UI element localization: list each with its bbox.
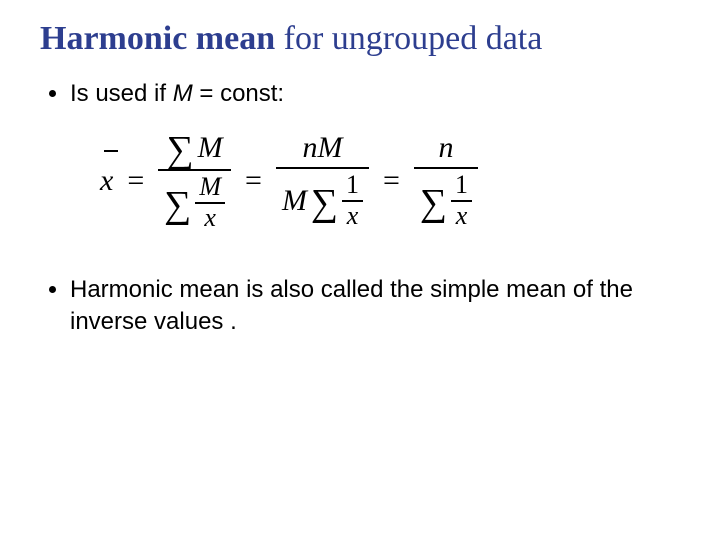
slide: Harmonic mean for ungrouped data Is used… xyxy=(0,0,720,540)
fraction-1: ∑ M ∑ M x xyxy=(158,127,231,234)
small-den: x xyxy=(343,202,363,231)
bullet-text-prefix: Is used if xyxy=(70,80,173,107)
title-emphasis: Harmonic mean xyxy=(40,20,275,57)
small-fraction: M x xyxy=(195,173,225,232)
num-expr: n xyxy=(439,131,454,165)
equals-sign: = xyxy=(123,164,148,198)
bullet-list: Is used if M = const: xyxy=(40,78,680,109)
numerator: n xyxy=(433,129,460,167)
bullet-list-2: Harmonic mean is also called the simple … xyxy=(40,274,680,336)
small-den: x xyxy=(200,204,220,233)
bullet-text: Harmonic mean is also called the simple … xyxy=(70,276,633,334)
slide-title: Harmonic mean for ungrouped data xyxy=(40,20,680,58)
small-fraction: 1 x xyxy=(451,171,472,230)
den-prefix: M xyxy=(282,184,307,218)
numerator: nM xyxy=(296,129,348,167)
bullet-text-suffix: = const: xyxy=(193,80,284,107)
sigma-icon: ∑ xyxy=(164,186,191,224)
small-num: M xyxy=(195,173,225,202)
fraction-3: n ∑ 1 x xyxy=(414,129,478,232)
small-den: x xyxy=(452,202,472,231)
fraction-2: nM M ∑ 1 x xyxy=(276,129,369,232)
x-bar: x xyxy=(100,164,113,198)
denominator: M ∑ 1 x xyxy=(276,169,369,232)
small-num: 1 xyxy=(451,171,472,200)
lhs-symbol: x xyxy=(100,164,113,197)
sigma-icon: ∑ xyxy=(311,184,338,222)
denominator: ∑ M x xyxy=(158,171,231,234)
num-expr: nM xyxy=(302,131,342,165)
small-num: 1 xyxy=(342,171,363,200)
equals-sign: = xyxy=(241,164,266,198)
numerator: ∑ M xyxy=(161,127,229,169)
sigma-icon: ∑ xyxy=(420,184,447,222)
overbar xyxy=(104,150,118,152)
bullet-var: M xyxy=(173,80,193,107)
equals-sign: = xyxy=(379,164,404,198)
num-expr: M xyxy=(198,131,223,165)
list-item: Is used if M = const: xyxy=(70,78,680,109)
list-item: Harmonic mean is also called the simple … xyxy=(70,274,680,336)
equation: x = ∑ M ∑ M x = xyxy=(100,127,680,234)
denominator: ∑ 1 x xyxy=(414,169,478,232)
formula: x = ∑ M ∑ M x = xyxy=(100,127,680,234)
title-rest: for ungrouped data xyxy=(275,20,542,57)
small-fraction: 1 x xyxy=(342,171,363,230)
sigma-icon: ∑ xyxy=(167,131,194,169)
